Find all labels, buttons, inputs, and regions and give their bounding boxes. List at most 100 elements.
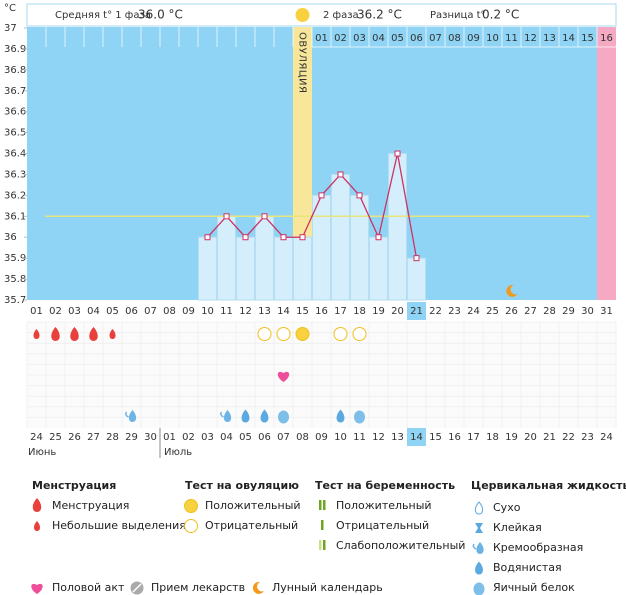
x-tick-label: 02 xyxy=(49,306,62,317)
diff-label: Разница t° xyxy=(430,10,486,21)
x-tick-label: 28 xyxy=(543,306,556,317)
y-tick-label: 36.9 xyxy=(4,44,26,55)
calendar-day: 26 xyxy=(68,432,81,443)
temperature-bar xyxy=(198,236,217,301)
x-tick-label: 14 xyxy=(277,306,290,317)
phase2-day: 09 xyxy=(467,33,480,44)
calendar-day: 01 xyxy=(163,432,176,443)
pregnancy-test-icon xyxy=(319,540,322,550)
x-tick-label: 04 xyxy=(87,306,100,317)
temperature-bar xyxy=(407,257,426,301)
phase2-day: 04 xyxy=(372,33,385,44)
x-tick-label: 09 xyxy=(182,306,195,317)
phase2-day: 03 xyxy=(353,33,366,44)
temperature-point xyxy=(261,213,268,220)
phase2-day: 08 xyxy=(448,33,461,44)
cervical-icon xyxy=(128,410,137,422)
calendar-day: 05 xyxy=(239,432,252,443)
ovulation-marker xyxy=(295,8,310,22)
y-tick-label: 36.4 xyxy=(4,149,26,160)
today-highlight xyxy=(407,428,426,446)
temperature-bar xyxy=(388,153,407,301)
y-unit: °C xyxy=(4,3,16,14)
legend-item: Слабоположительный xyxy=(336,539,465,552)
phase1-label: Средняя t° 1 фаза xyxy=(55,10,151,21)
x-tick-label: 21 xyxy=(410,306,423,317)
calendar-day: 30 xyxy=(144,432,157,443)
calendar-day: 17 xyxy=(467,432,480,443)
x-tick-label: 08 xyxy=(163,306,176,317)
x-tick-label: 19 xyxy=(372,306,385,317)
x-tick-label: 03 xyxy=(68,306,81,317)
calendar-day: 21 xyxy=(543,432,556,443)
cervical-icon xyxy=(241,409,250,423)
legend-item: Менструация xyxy=(52,499,129,512)
ovulation-label: ОВУЛЯЦИЯ xyxy=(297,32,308,94)
x-tick-label: 05 xyxy=(106,306,119,317)
temperature-point xyxy=(280,234,287,241)
ovulation-test-icon xyxy=(257,327,272,341)
temperature-bar xyxy=(312,194,331,301)
today-highlight xyxy=(407,302,426,320)
x-tick-label: 20 xyxy=(391,306,404,317)
calendar-day: 15 xyxy=(429,432,442,443)
x-tick-label: 10 xyxy=(201,306,214,317)
phase2-label: 2 фаза xyxy=(323,10,359,21)
phase2-value: 36.2 °C xyxy=(357,8,402,22)
ovulation-test-icon xyxy=(184,499,198,513)
calendar-day: 06 xyxy=(258,432,271,443)
heart-icon xyxy=(31,583,43,594)
calendar-day: 27 xyxy=(87,432,100,443)
legend-title: Менструация xyxy=(32,479,116,492)
phase2-day: 05 xyxy=(391,33,404,44)
x-tick-label: 26 xyxy=(505,306,518,317)
calendar-day: 23 xyxy=(581,432,594,443)
legend-item: Водянистая xyxy=(493,561,562,574)
calendar-day: 20 xyxy=(524,432,537,443)
y-tick-label: 36.6 xyxy=(4,107,26,118)
x-tick-label: 23 xyxy=(448,306,461,317)
temperature-bar xyxy=(293,236,312,301)
calendar-day: 10 xyxy=(334,432,347,443)
cervical-icon xyxy=(220,411,224,418)
calendar-day: 09 xyxy=(315,432,328,443)
x-tick-label: 30 xyxy=(581,306,594,317)
y-tick-label: 36.5 xyxy=(4,128,26,139)
cervical-icon xyxy=(354,410,365,424)
calendar-day: 16 xyxy=(448,432,461,443)
phase2-day: 02 xyxy=(334,33,347,44)
temperature-point xyxy=(242,234,249,241)
pregnancy-test-icon xyxy=(323,500,326,510)
menstruation-icon xyxy=(51,327,60,341)
cervical-icon xyxy=(475,561,483,575)
calendar-day: 19 xyxy=(505,432,518,443)
cervical-icon xyxy=(475,523,483,533)
x-tick-label: 18 xyxy=(353,306,366,317)
ovulation-test-icon xyxy=(333,327,348,341)
x-tick-label: 31 xyxy=(600,306,613,317)
x-tick-label: 29 xyxy=(562,306,575,317)
calendar-day: 03 xyxy=(201,432,214,443)
legend-item: Сухо xyxy=(493,501,521,514)
phase2-day: 12 xyxy=(524,33,537,44)
menstruation-icon xyxy=(70,327,79,341)
phase2-day: 14 xyxy=(562,33,575,44)
calendar-day: 08 xyxy=(296,432,309,443)
temperature-point xyxy=(356,192,363,199)
calendar-day: 18 xyxy=(486,432,499,443)
legend-item: Яичный белок xyxy=(493,581,575,594)
pregnancy-test-icon xyxy=(319,500,322,510)
legend-item: Прием лекарств xyxy=(151,581,245,594)
menstruation-icon xyxy=(109,329,116,339)
temperature-bar xyxy=(369,236,388,301)
phase2-day: 11 xyxy=(505,33,518,44)
temperature-point xyxy=(337,171,344,178)
phase1-value: 36.0 °C xyxy=(138,8,183,22)
legend-title: Цервикальная жидкость xyxy=(471,479,626,492)
pregnancy-test-icon xyxy=(323,540,326,550)
pill-icon xyxy=(132,583,142,593)
moon-icon xyxy=(252,581,264,594)
legend-item: Отрицательный xyxy=(336,519,429,532)
legend-item: Лунный календарь xyxy=(272,581,383,594)
x-tick-label: 16 xyxy=(315,306,328,317)
